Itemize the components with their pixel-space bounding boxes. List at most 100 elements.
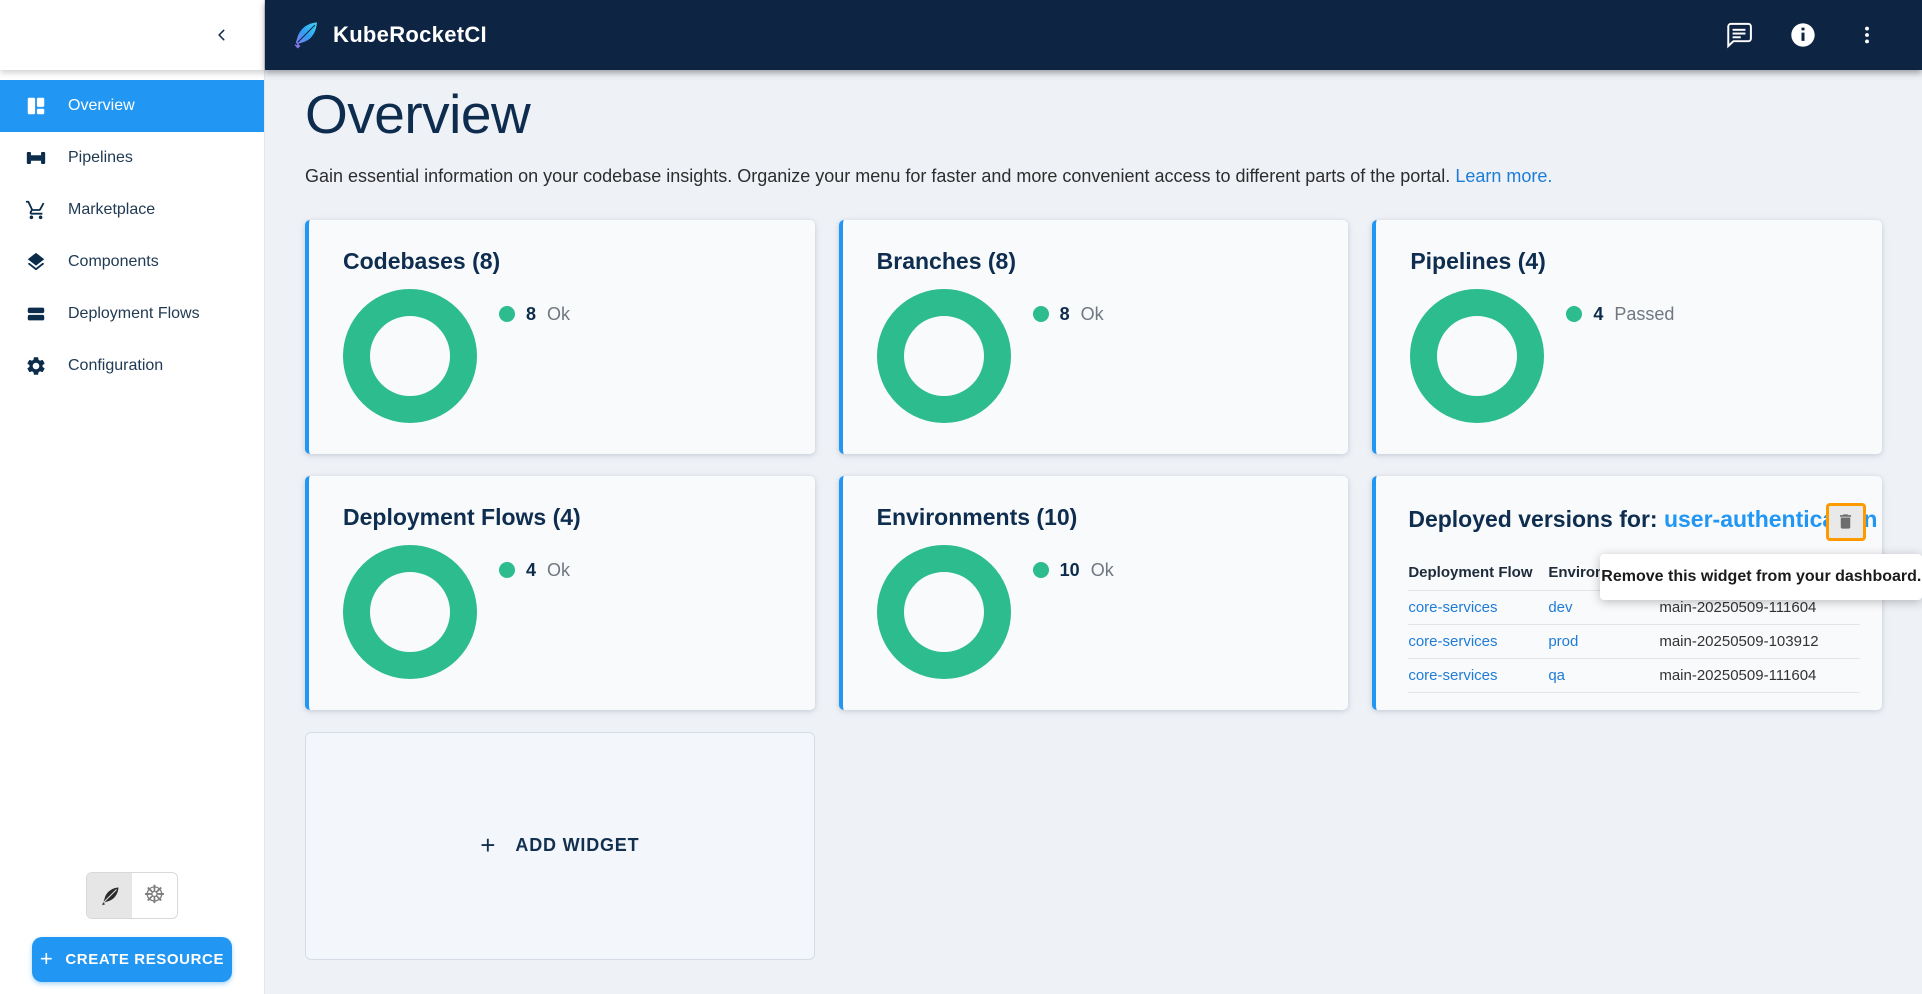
chart-legend: 4 Ok <box>499 560 570 581</box>
kebab-menu-icon <box>1856 24 1878 46</box>
plus-icon: + <box>39 945 54 971</box>
widget-codebases: Codebases (8) 8 Ok <box>305 219 815 454</box>
environment-link[interactable]: dev <box>1548 598 1573 616</box>
sidebar-collapse-button[interactable] <box>208 21 236 49</box>
deployment-flow-link[interactable]: core-services <box>1408 666 1498 684</box>
legend-count: 8 <box>1059 303 1070 324</box>
page-description-text: Gain essential information on your codeb… <box>305 165 1451 186</box>
legend-label: Ok <box>547 559 571 580</box>
chat-icon <box>1725 21 1753 49</box>
feather-icon <box>98 884 122 908</box>
page-description: Gain essential information on your codeb… <box>305 166 1882 187</box>
deployment-flow-link[interactable]: core-services <box>1408 632 1498 650</box>
table-row: core-services qa main-20250509-111604 <box>1408 658 1861 693</box>
chart-legend: 8 Ok <box>1032 303 1104 325</box>
column-header-deployment-flow: Deployment Flow <box>1408 557 1549 591</box>
portal-view-toggle-button[interactable] <box>87 873 132 918</box>
legend-dot-icon <box>1032 562 1049 579</box>
sidebar-item-label: Configuration <box>68 357 164 374</box>
learn-more-link[interactable]: Learn more. <box>1455 165 1553 186</box>
view-toggle-group: ☸ <box>86 872 178 919</box>
widget-title: Pipelines (4) <box>1410 247 1546 274</box>
main-content: Overview Gain essential information on y… <box>265 70 1922 994</box>
widget-title: Codebases (8) <box>343 247 501 274</box>
sidebar-item-deployment-flows[interactable]: Deployment Flows <box>0 288 264 340</box>
widget-title: Deployment Flows (4) <box>343 503 581 530</box>
widget-deployment-flows: Deployment Flows (4) 4 Ok <box>305 475 815 710</box>
widget-deployed-versions: Deployed versions for: user-authenticati… <box>1372 475 1922 710</box>
remove-widget-button[interactable] <box>1825 502 1866 541</box>
sidebar-nav: Overview Pipelines Marketplace Component… <box>0 70 264 392</box>
chart-legend: 10 Ok <box>1032 559 1114 581</box>
sidebar-item-configuration[interactable]: Configuration <box>0 340 264 392</box>
widget-branches: Branches (8) 8 Ok <box>838 219 1349 454</box>
sidebar-item-overview[interactable]: Overview <box>0 80 264 132</box>
cart-icon <box>24 198 48 222</box>
sidebar-item-label: Deployment Flows <box>68 305 200 322</box>
branches-donut-chart <box>876 288 1011 423</box>
deployed-version-value: main-20250509-103912 <box>1659 624 1861 659</box>
create-resource-button[interactable]: + CREATE RESOURCE <box>32 937 232 982</box>
legend-dot-icon <box>1032 306 1049 323</box>
layers-icon <box>24 250 48 274</box>
sidebar-footer: ☸ + CREATE RESOURCE <box>0 872 264 982</box>
sidebar-item-pipelines[interactable]: Pipelines <box>0 132 264 184</box>
sidebar: Overview Pipelines Marketplace Component… <box>0 0 265 994</box>
widget-title: Environments (10) <box>876 503 1078 530</box>
gear-icon <box>24 354 48 378</box>
deployment-flows-donut-chart <box>343 544 477 679</box>
deployed-versions-title-prefix: Deployed versions for: <box>1408 505 1664 532</box>
kubernetes-icon: ☸ <box>143 881 166 909</box>
table-row: core-services prod main-20250509-103912 <box>1408 624 1861 659</box>
legend-dot-icon <box>499 306 515 323</box>
legend-label: Ok <box>547 303 571 324</box>
add-widget-button[interactable]: + ADD WIDGET <box>305 731 815 960</box>
brand: KubeRocketCI <box>289 19 487 51</box>
environment-link[interactable]: prod <box>1548 632 1579 650</box>
info-button[interactable] <box>1786 18 1820 52</box>
sidebar-item-label: Components <box>68 253 159 270</box>
widget-pipelines: Pipelines (4) 4 Passed <box>1372 219 1882 454</box>
legend-count: 10 <box>1059 559 1080 580</box>
chart-legend: 4 Passed <box>1566 304 1674 325</box>
add-widget-label: ADD WIDGET <box>515 835 640 856</box>
codebases-donut-chart <box>343 288 477 423</box>
deployed-versions-title: Deployed versions for: user-authenticati… <box>1408 506 1877 533</box>
deployment-flow-link[interactable]: core-services <box>1408 598 1498 616</box>
kuberocketci-logo-icon <box>289 19 321 51</box>
widget-environments: Environments (10) 10 Ok <box>838 475 1349 710</box>
legend-label: Ok <box>1090 559 1114 580</box>
top-navbar: KubeRocketCI <box>265 0 1922 70</box>
more-menu-button[interactable] <box>1850 18 1884 52</box>
sidebar-item-label: Marketplace <box>68 201 156 218</box>
plus-icon: + <box>480 830 496 861</box>
deployed-version-value: main-20250509-111604 <box>1659 658 1861 693</box>
trash-icon <box>1836 512 1855 531</box>
sidebar-header <box>0 0 264 70</box>
widgets-grid: Codebases (8) 8 Ok Branches (8) 8 Ok <box>305 219 1922 960</box>
chevron-left-icon <box>215 28 229 42</box>
page-title: Overview <box>305 83 531 145</box>
sidebar-item-components[interactable]: Components <box>0 236 264 288</box>
environments-donut-chart <box>876 544 1011 679</box>
widget-title: Branches (8) <box>876 247 1016 274</box>
sidebar-item-marketplace[interactable]: Marketplace <box>0 184 264 236</box>
stacked-rows-icon <box>24 302 48 326</box>
sidebar-item-label: Pipelines <box>68 149 133 166</box>
info-icon <box>1789 21 1817 49</box>
feedback-chat-button[interactable] <box>1722 18 1756 52</box>
legend-dot-icon <box>499 562 515 579</box>
remove-widget-tooltip: Remove this widget from your dashboard. <box>1600 553 1922 600</box>
environment-link[interactable]: qa <box>1548 666 1566 684</box>
legend-count: 4 <box>1593 303 1604 324</box>
pipelines-donut-chart <box>1410 288 1545 423</box>
pipeline-icon <box>24 146 48 170</box>
legend-label: Passed <box>1614 303 1675 324</box>
legend-count: 4 <box>526 559 537 580</box>
chart-legend: 8 Ok <box>499 304 570 325</box>
legend-label: Ok <box>1080 303 1104 324</box>
navbar-actions <box>1722 18 1884 52</box>
sidebar-item-label: Overview <box>68 97 135 114</box>
kubernetes-view-toggle-button[interactable]: ☸ <box>132 873 177 918</box>
